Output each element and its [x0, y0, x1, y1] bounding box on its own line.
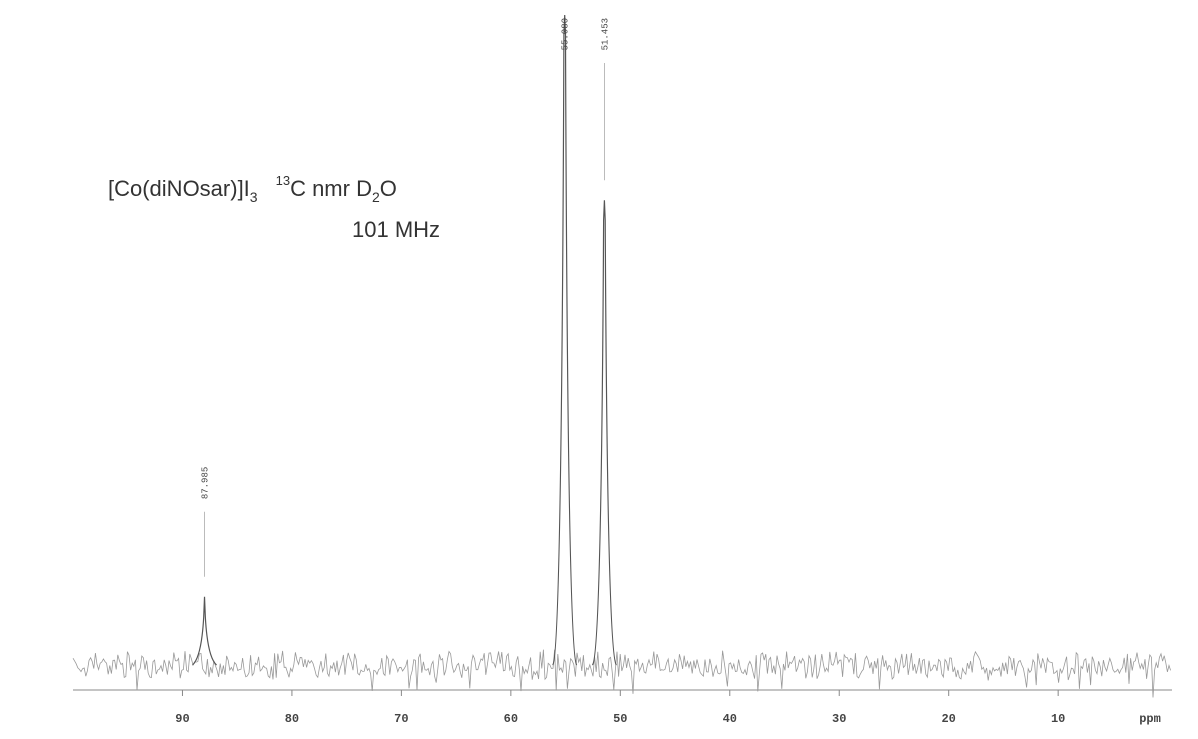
x-tick-label: 20	[941, 712, 955, 726]
chart-title: [Co(diNOsar)]I3 13C nmr D2O	[108, 173, 397, 205]
title-compound: [Co(diNOsar)]I	[108, 176, 250, 201]
peak-label: 55.080	[561, 18, 571, 50]
x-tick-label: 10	[1051, 712, 1065, 726]
title-subscript: 3	[250, 189, 258, 205]
chart-subtitle: 101 MHz	[352, 217, 440, 242]
x-tick-label: 80	[285, 712, 299, 726]
peak-label: 87.985	[201, 467, 211, 499]
x-axis-label: ppm	[1139, 712, 1161, 726]
peak-label: 51.453	[600, 18, 610, 50]
peak	[552, 14, 578, 666]
x-tick-label: 70	[394, 712, 408, 726]
x-tick-label: 90	[175, 712, 189, 726]
title-superscript: 13	[276, 173, 290, 188]
noise	[72, 649, 1171, 698]
title-subscript: 2	[372, 189, 380, 205]
x-tick-label: 60	[504, 712, 518, 726]
x-tick-label: 40	[723, 712, 737, 726]
peak	[591, 200, 617, 666]
title-method: C nmr D	[290, 176, 372, 201]
x-tick-label: 50	[613, 712, 627, 726]
title-end: O	[380, 176, 397, 201]
x-tick-label: 30	[832, 712, 846, 726]
peak	[192, 596, 217, 666]
